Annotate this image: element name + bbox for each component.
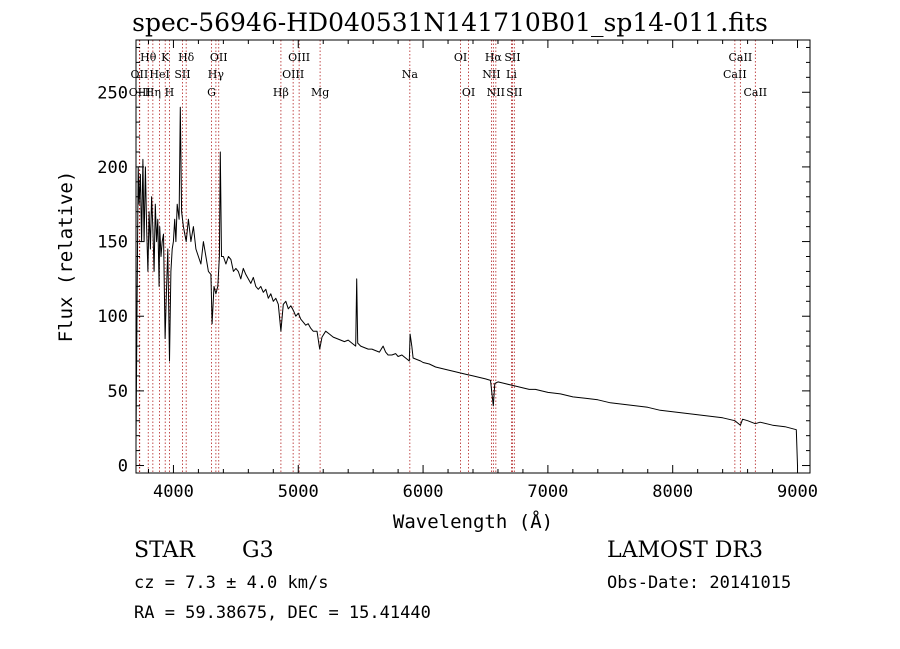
line-marker-label: OI	[454, 51, 467, 64]
y-tick-label: 200	[97, 158, 128, 178]
line-marker-label: H	[165, 86, 175, 99]
line-marker-label: CaII	[723, 68, 747, 81]
line-marker-label: SII	[506, 86, 522, 99]
line-marker-label: CaII	[743, 86, 767, 99]
line-marker-label: Hη	[145, 86, 161, 99]
line-marker-label: SII	[504, 51, 520, 64]
line-marker-label: Hγ	[208, 68, 225, 81]
x-tick-label: 7000	[527, 482, 568, 502]
line-marker-label: HeI	[149, 68, 169, 81]
x-tick-label: 9000	[777, 482, 818, 502]
line-marker-label: OIII	[288, 51, 310, 64]
line-marker-label: G	[207, 86, 216, 99]
series-layer	[135, 106, 798, 466]
y-tick-label: 50	[108, 382, 128, 402]
object-class: STAR	[134, 538, 195, 563]
line-marker-label: OI	[462, 86, 475, 99]
x-tick-label: 4000	[153, 482, 194, 502]
line-marker-label: OIII	[282, 68, 304, 81]
line-marker-label: Hα	[485, 51, 503, 64]
line-marker-label: NII	[487, 86, 505, 99]
line-marker-label: K	[161, 51, 170, 64]
coordinates-text: RA = 59.38675, DEC = 15.41440	[134, 603, 431, 623]
y-tick-label: 250	[97, 83, 128, 103]
x-tick-label: 8000	[652, 482, 693, 502]
y-tick-label: 150	[97, 233, 128, 253]
redshift-text: cz = 7.3 ± 4.0 km/s	[134, 573, 329, 593]
line-marker-label: Hβ	[273, 86, 289, 99]
line-marker-label: OII	[131, 68, 149, 81]
chart-title: spec-56946-HD040531N141710B01_sp14-011.f…	[132, 8, 768, 37]
survey-name: LAMOST DR3	[607, 538, 763, 563]
object-subclass: G3	[242, 538, 274, 563]
line-marker-label: Hθ	[140, 51, 157, 64]
observation-date: Obs-Date: 20141015	[607, 573, 792, 593]
line-marker-label: SII	[174, 68, 190, 81]
x-axis-label: Wavelength (Å)	[393, 510, 553, 533]
y-tick-label: 100	[97, 307, 128, 327]
line-markers	[138, 40, 756, 473]
line-marker-label: OII	[210, 51, 228, 64]
axis-ticks: 4000 5000 6000 7000 8000 9000 0 50 100 150 200 250	[97, 40, 818, 502]
line-marker-label: Hδ	[178, 51, 195, 64]
line-marker-label: Na	[402, 68, 419, 81]
line-marker-label: NII	[482, 68, 500, 81]
x-tick-label: 5000	[278, 482, 319, 502]
flux-series-line	[135, 106, 798, 466]
y-tick-label: 0	[118, 457, 128, 477]
plot-frame	[135, 39, 811, 474]
x-tick-label: 6000	[403, 482, 444, 502]
y-axis-label: Flux (relative)	[55, 171, 77, 343]
line-marker-label: Li	[506, 68, 517, 81]
line-marker-label: Mg	[311, 86, 329, 99]
line-marker-label: CaII	[729, 51, 753, 64]
